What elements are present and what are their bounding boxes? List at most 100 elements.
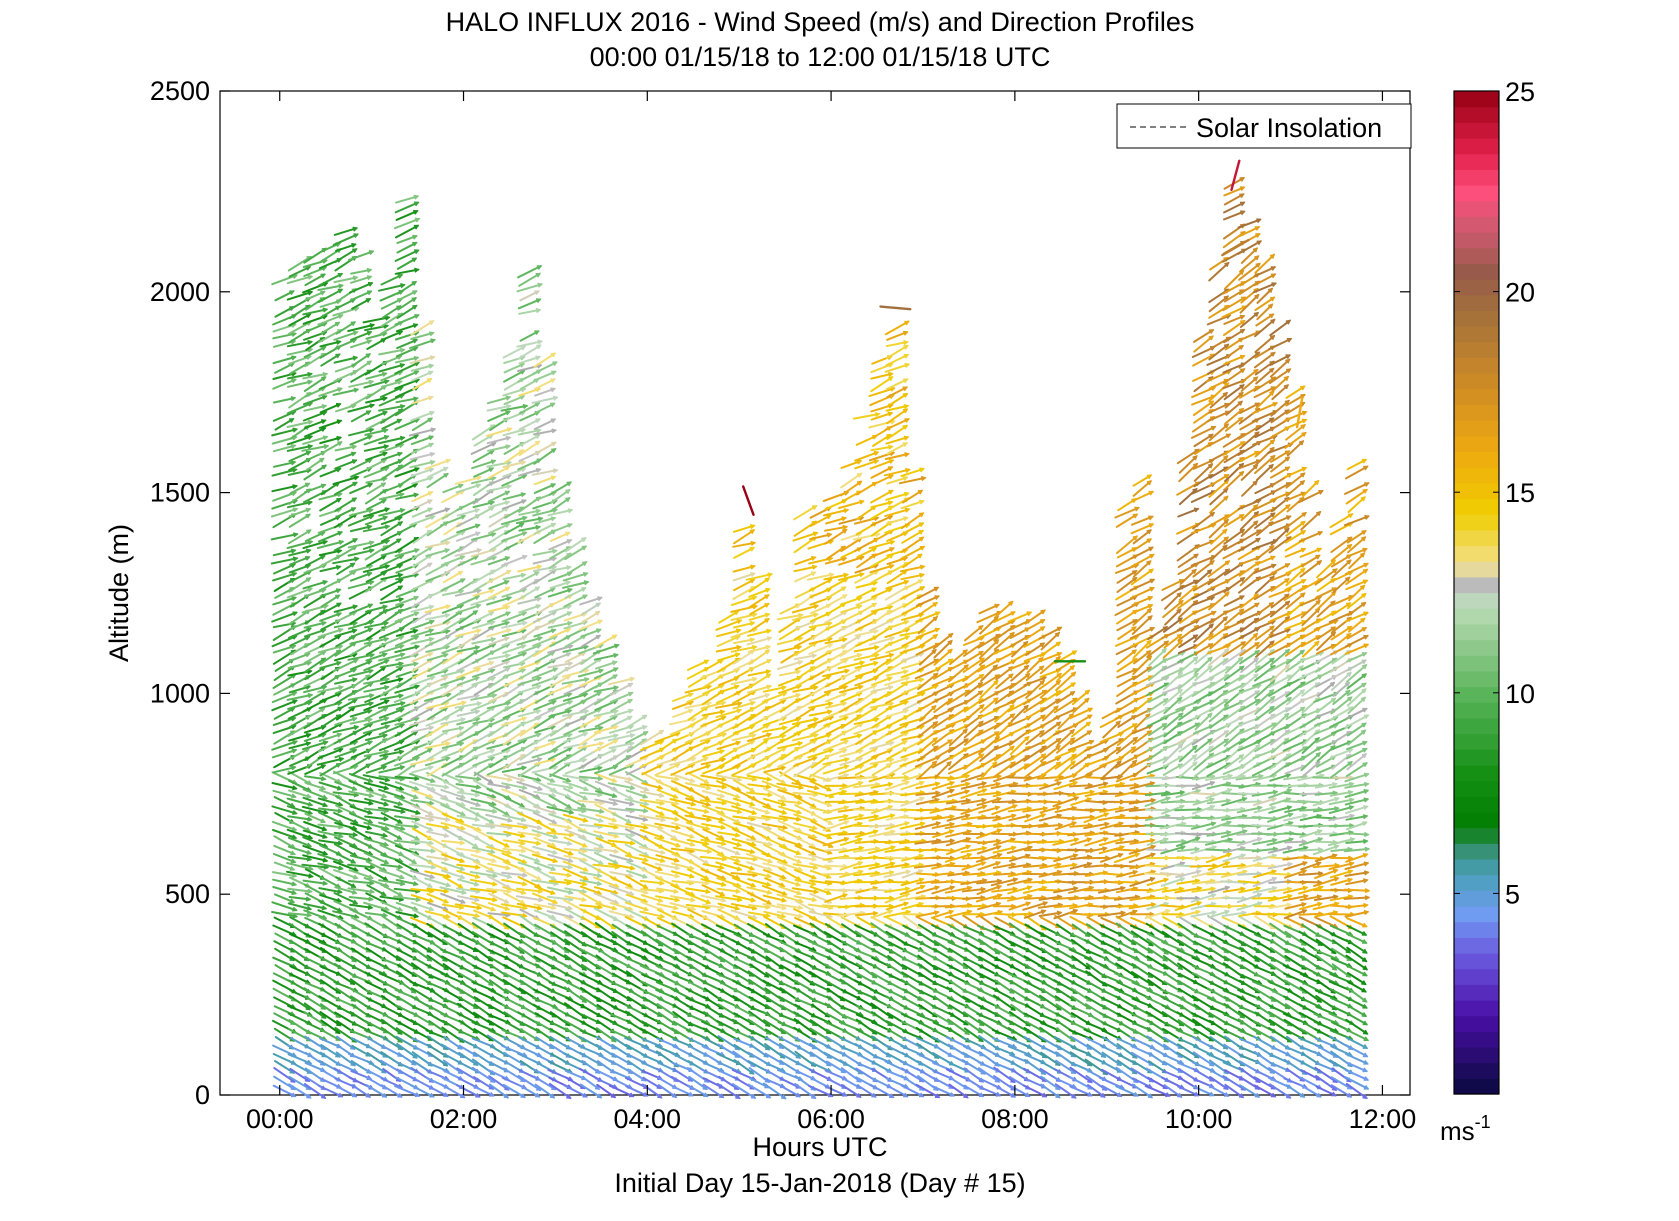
wind-arrow xyxy=(303,883,327,897)
wind-arrow xyxy=(393,805,421,815)
wind-arrow xyxy=(424,910,451,919)
wind-arrow xyxy=(348,869,374,879)
wind-arrow xyxy=(518,387,541,397)
wind-arrow xyxy=(396,940,417,953)
wind-arrow xyxy=(473,467,494,478)
wind-arrow xyxy=(426,922,449,938)
chart-title: HALO INFLUX 2016 - Wind Speed (m/s) and … xyxy=(446,7,1195,37)
wind-arrow-head xyxy=(397,379,403,385)
wind-arrow xyxy=(303,939,327,953)
wind-arrow-head xyxy=(289,898,296,904)
wind-arrow-head xyxy=(427,748,433,753)
wind-arrow-head xyxy=(337,530,344,536)
wind-arrow xyxy=(318,701,342,710)
wind-arrow xyxy=(518,650,541,665)
wind-arrow xyxy=(410,331,435,340)
wind-arrow xyxy=(518,402,540,415)
wind-arrow xyxy=(486,404,512,412)
wind-arrow-head xyxy=(567,700,574,705)
wind-arrow xyxy=(336,1035,356,1050)
wind-arrow xyxy=(549,675,571,688)
wind-arrow-head xyxy=(445,458,452,464)
wind-arrow-head xyxy=(506,873,513,880)
wind-arrow-head xyxy=(475,1092,481,1098)
wind-arrow xyxy=(563,732,588,743)
wind-arrow xyxy=(409,460,435,469)
wind-arrow xyxy=(426,954,449,971)
wind-arrow xyxy=(442,649,464,665)
wind-arrow-head xyxy=(520,840,526,846)
wind-arrow-head xyxy=(291,748,298,754)
wind-arrow xyxy=(501,629,527,637)
wind-arrow xyxy=(303,932,327,945)
wind-arrow xyxy=(410,411,435,422)
wind-arrow-head xyxy=(521,881,528,887)
wind-arrow-head xyxy=(397,906,404,912)
wind-arrow-head xyxy=(368,693,375,699)
wind-arrow xyxy=(271,820,297,831)
wind-arrow xyxy=(517,468,541,477)
wind-arrow xyxy=(334,445,357,452)
wind-arrow-head xyxy=(488,660,495,666)
wind-arrow xyxy=(303,821,327,831)
wind-arrow-head xyxy=(427,562,433,568)
wind-arrow-head xyxy=(369,548,375,554)
wind-arrow-head xyxy=(336,660,342,666)
wind-arrow-head xyxy=(460,825,466,831)
wind-arrow xyxy=(363,781,389,790)
wind-arrow xyxy=(270,557,298,565)
wind-arrow xyxy=(272,924,297,937)
wind-arrow-head xyxy=(504,580,510,585)
wind-arrow-head xyxy=(476,776,482,782)
wind-arrow-head xyxy=(474,873,481,879)
wind-arrow xyxy=(454,903,482,910)
wind-arrow xyxy=(486,596,512,606)
wind-arrow xyxy=(517,839,541,845)
wind-arrow-head xyxy=(369,652,376,658)
wind-arrow-head xyxy=(566,539,573,544)
wind-arrow-head xyxy=(536,832,542,838)
wind-arrow-head xyxy=(583,580,590,586)
wind-arrow-head xyxy=(320,483,327,489)
wind-arrow xyxy=(272,549,296,557)
wind-arrow-head xyxy=(367,434,373,440)
wind-arrow-head xyxy=(351,786,358,791)
wind-arrow-head xyxy=(428,636,435,643)
wind-arrow xyxy=(304,781,326,790)
wind-arrow xyxy=(517,1074,542,1091)
wind-arrow xyxy=(286,828,313,840)
wind-arrow-head xyxy=(414,217,421,223)
wind-arrow xyxy=(332,388,359,396)
wind-arrow xyxy=(488,836,510,848)
wind-arrow-head xyxy=(490,532,497,538)
wind-arrow xyxy=(380,1084,403,1098)
wind-arrow xyxy=(487,490,510,503)
wind-arrow-head xyxy=(399,403,406,410)
wind-arrow xyxy=(440,718,466,725)
wind-arrow xyxy=(469,807,497,813)
wind-arrow xyxy=(488,507,509,519)
wind-arrow xyxy=(319,692,342,703)
wind-arrow xyxy=(533,628,556,638)
wind-arrow-head xyxy=(397,864,404,870)
wind-arrow xyxy=(287,372,313,380)
wind-arrow xyxy=(485,823,513,829)
wind-arrow xyxy=(380,408,404,424)
wind-arrow xyxy=(427,676,448,687)
wind-arrow xyxy=(549,531,571,542)
wind-arrow-head xyxy=(308,873,314,879)
wind-arrow-head xyxy=(307,339,314,346)
wind-arrow xyxy=(425,823,450,829)
wind-arrow xyxy=(487,862,511,870)
wind-arrow xyxy=(334,653,358,662)
wind-arrow-head xyxy=(291,890,297,896)
wind-arrow xyxy=(410,320,435,336)
wind-arrow xyxy=(380,1077,403,1089)
wind-arrow-head xyxy=(307,500,314,506)
wind-arrow-head xyxy=(307,274,314,280)
wind-arrow xyxy=(395,195,419,204)
wind-arrow-head xyxy=(550,866,557,872)
wind-arrow-head xyxy=(583,866,589,872)
wind-arrow xyxy=(320,1019,341,1034)
wind-arrow-head xyxy=(352,481,358,487)
